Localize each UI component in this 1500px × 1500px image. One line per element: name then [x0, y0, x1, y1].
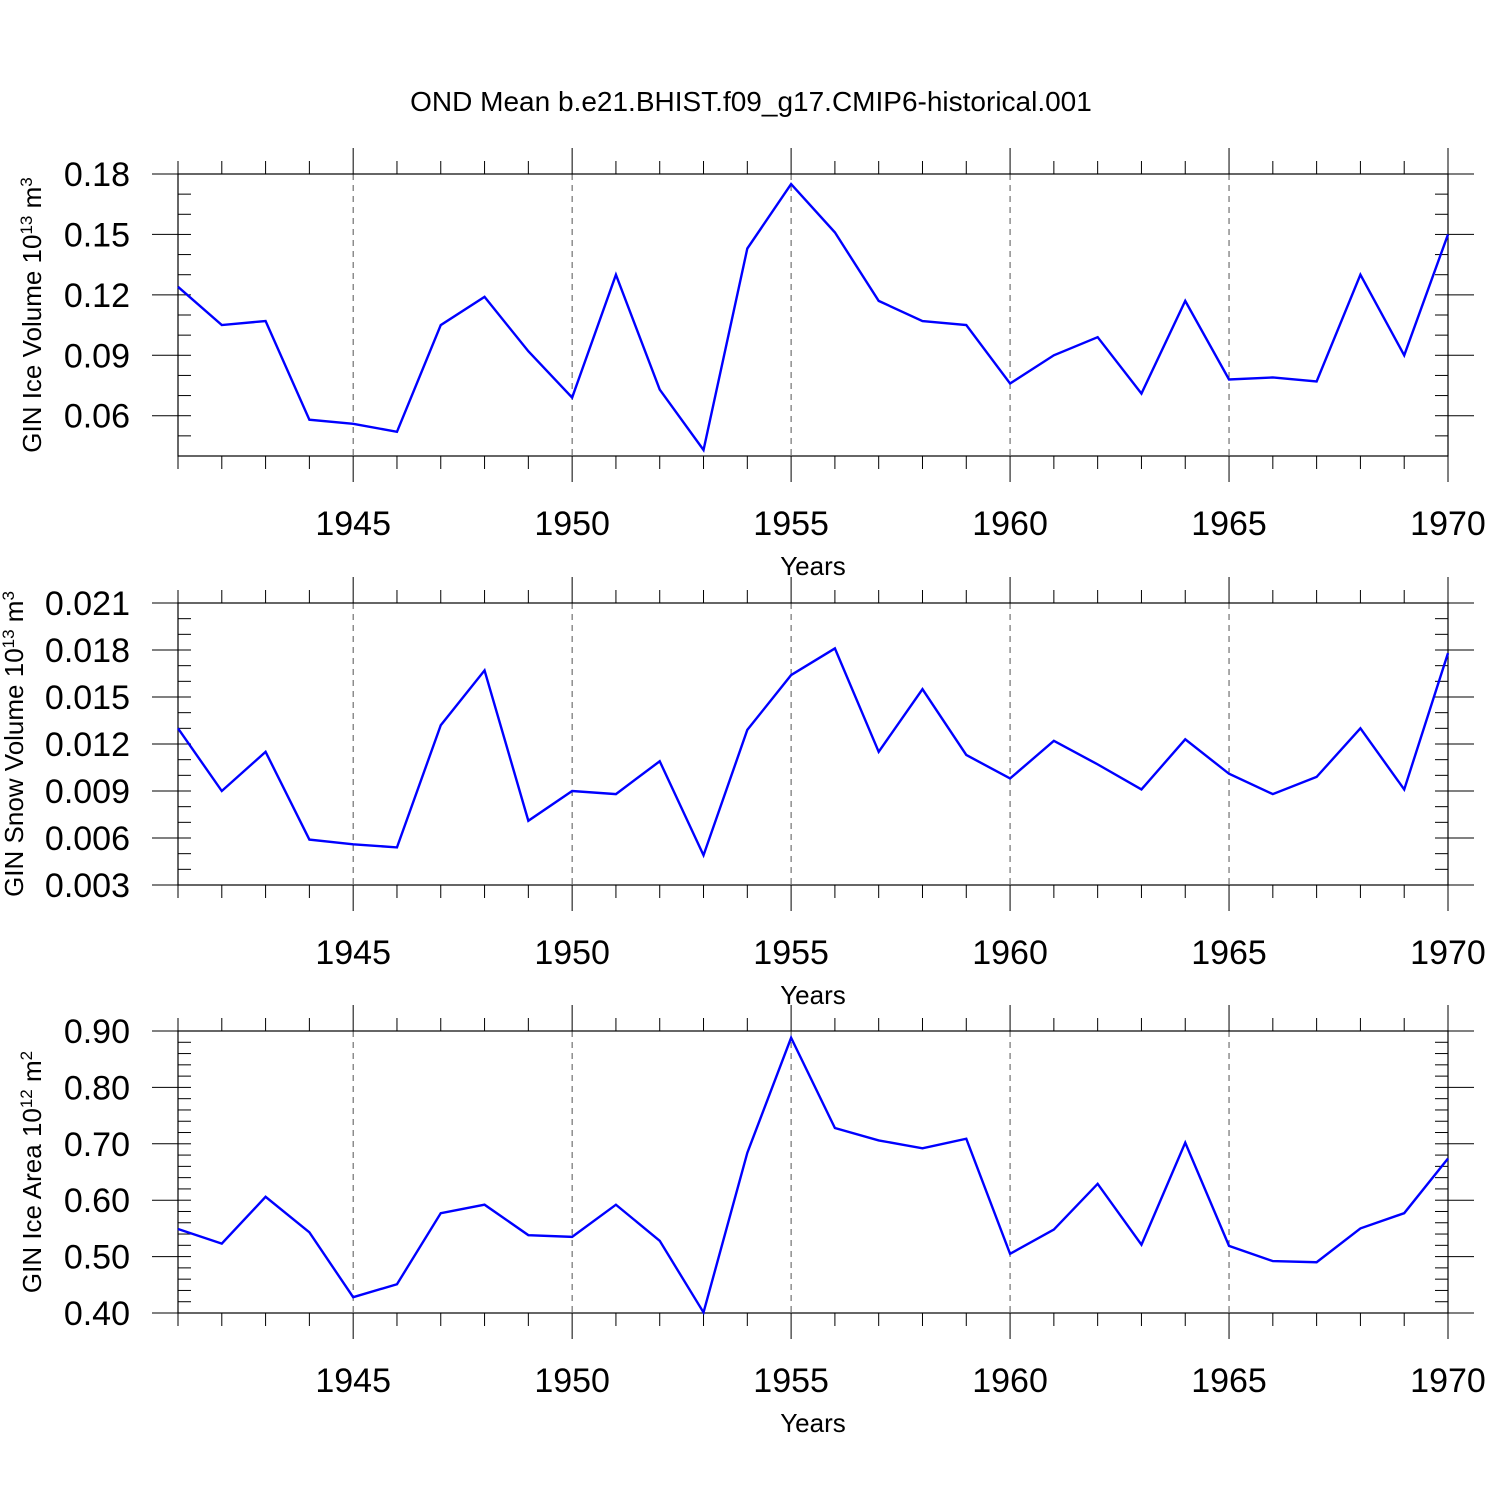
y-tick-label: 0.012: [45, 726, 130, 764]
chart-panels: 0.06 0.09 0.12 0.15 0.18 1945 1950 1955 1960 1965…: [0, 148, 1486, 1438]
x-tick-label: 1965: [1191, 505, 1267, 543]
y-axis-title: GIN Snow Volume 1013 m3: [0, 591, 29, 897]
x-axis-title: Years: [780, 980, 846, 1010]
x-tick-label: 1960: [972, 1362, 1048, 1400]
x-tick-label: 1955: [753, 934, 829, 972]
chart-panel-1: 0.06 0.09 0.12 0.15 0.18 1945 1950 1955 1960 1965…: [17, 148, 1486, 581]
y-axis-title-superscript: 13: [0, 629, 18, 648]
y-axis-title-part: m: [0, 601, 29, 630]
y-tick-label: 0.021: [45, 585, 130, 623]
x-tick-label: 1960: [972, 934, 1048, 972]
y-tick-label: 0.15: [64, 216, 130, 254]
y-tick-label: 0.18: [64, 156, 130, 194]
y-axis-title-superscript: 12: [17, 1089, 36, 1108]
series-line: [177, 182, 1450, 453]
y-axis-title-part: GIN Snow Volume 10: [0, 648, 29, 897]
x-tick-label: 1945: [315, 505, 391, 543]
y-tick-label: 0.06: [64, 398, 130, 436]
y-axis-title-part: GIN Ice Volume 10: [17, 235, 47, 453]
x-axis-title: Years: [780, 1408, 846, 1438]
y-tick-label: 0.006: [45, 820, 130, 858]
y-axis-title-part: GIN Ice Area 10: [17, 1108, 47, 1293]
y-tick-label: 0.80: [64, 1069, 130, 1107]
plot-frame: [177, 1030, 1449, 1314]
x-tick-label: 1970: [1410, 934, 1486, 972]
series-line: [177, 646, 1450, 859]
x-tick-label: 1965: [1191, 934, 1267, 972]
y-tick-label: 0.09: [64, 337, 130, 375]
x-tick-label: 1945: [315, 934, 391, 972]
y-tick-label: 0.90: [64, 1013, 130, 1051]
x-tick-label: 1960: [972, 505, 1048, 543]
y-axis-title-superscript: 2: [17, 1051, 36, 1060]
chart-title: OND Mean b.e21.BHIST.f09_g17.CMIP6-histo…: [410, 86, 1092, 117]
y-tick-label: 0.015: [45, 679, 130, 717]
y-tick-label: 0.003: [45, 867, 130, 905]
y-axis-title-superscript: 3: [17, 177, 36, 186]
x-tick-label: 1970: [1410, 1362, 1486, 1400]
x-tick-label: 1950: [534, 1362, 610, 1400]
y-tick-label: 0.70: [64, 1126, 130, 1164]
y-axis-title-superscript: 13: [17, 216, 36, 235]
y-axis-title-part: m: [17, 187, 47, 216]
y-tick-label: 0.018: [45, 632, 130, 670]
x-tick-label: 1955: [753, 1362, 829, 1400]
y-tick-label: 0.40: [64, 1295, 130, 1333]
y-axis-title: GIN Ice Area 1012 m2: [17, 1051, 47, 1293]
x-tick-label: 1970: [1410, 505, 1486, 543]
x-axis-title: Years: [780, 551, 846, 581]
x-tick-label: 1950: [534, 934, 610, 972]
y-tick-label: 0.50: [64, 1239, 130, 1277]
chart-panel-3: 0.40 0.50 0.60 0.70 0.80 0.90 1945 1950 1955 1960…: [17, 1005, 1486, 1438]
x-tick-label: 1965: [1191, 1362, 1267, 1400]
y-tick-label: 0.60: [64, 1182, 130, 1220]
chart-panel-2: 0.003 0.006 0.009 0.012 0.015 0.018 0.021 1945 1…: [0, 577, 1486, 1010]
x-tick-label: 1955: [753, 505, 829, 543]
series-line: [177, 1034, 1449, 1316]
y-axis-title-part: m: [17, 1060, 47, 1089]
x-tick-label: 1950: [534, 505, 610, 543]
y-tick-label: 0.009: [45, 773, 130, 811]
x-tick-label: 1945: [315, 1362, 391, 1400]
y-tick-label: 0.12: [64, 277, 130, 315]
y-axis-title-superscript: 3: [0, 591, 18, 600]
y-axis-title: GIN Ice Volume 1013 m3: [17, 177, 47, 453]
